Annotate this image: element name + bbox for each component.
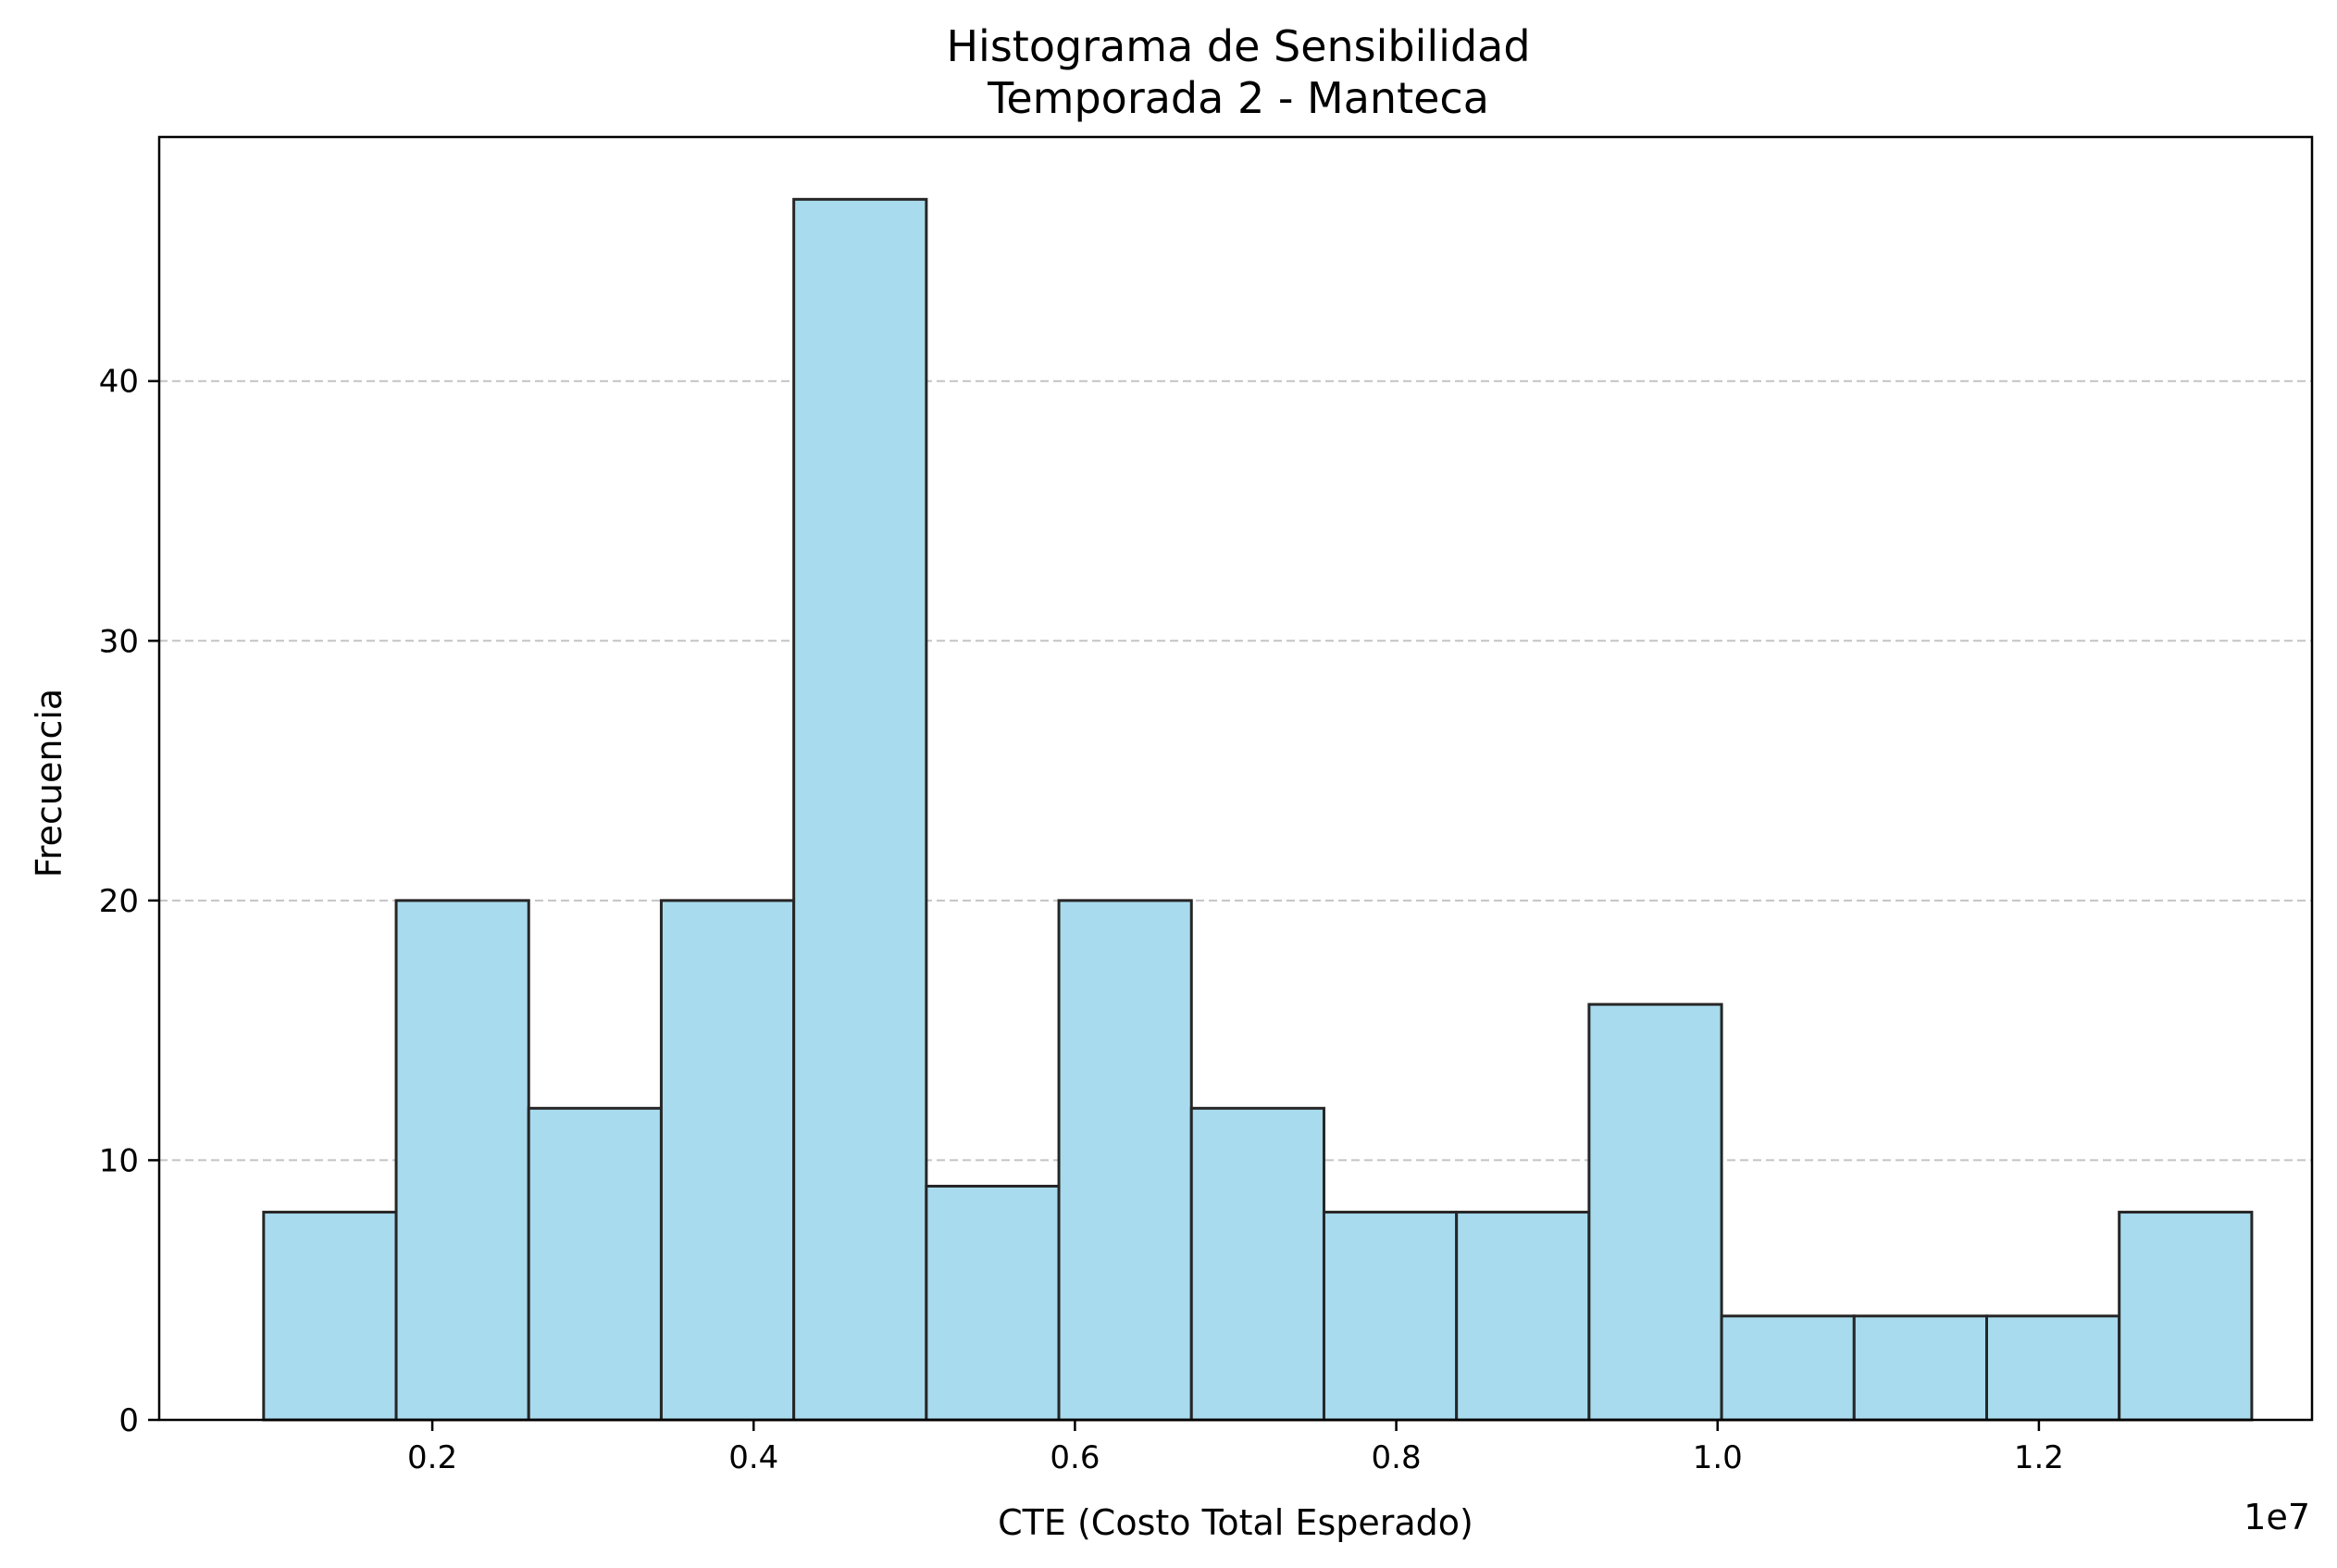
x-tick-label: 1.2 <box>2014 1439 2064 1476</box>
y-tick-label: 20 <box>99 883 139 920</box>
histogram-bar <box>527 1106 663 1422</box>
y-tick-label: 10 <box>99 1142 139 1179</box>
y-tick-label: 30 <box>99 623 139 660</box>
histogram-bar <box>1057 899 1193 1422</box>
histogram-bar <box>792 197 928 1422</box>
y-axis-ticks: 0 10 20 30 40 <box>99 364 159 1439</box>
x-tick-label: 0.4 <box>728 1439 778 1476</box>
histogram-bar <box>394 899 530 1422</box>
histogram-bar <box>262 1211 398 1422</box>
x-tick-label: 0.6 <box>1050 1439 1100 1476</box>
histogram-bars <box>262 197 2254 1422</box>
x-tick-label: 0.8 <box>1372 1439 1422 1476</box>
histogram-bar <box>1587 1002 1723 1422</box>
x-axis-ticks: 0.2 0.4 0.6 0.8 1.0 1.2 <box>407 1420 2064 1476</box>
histogram-bar <box>1322 1211 1459 1422</box>
chart-subtitle: Temporada 2 - Manteca <box>987 73 1489 123</box>
x-axis-offset-label: 1e7 <box>2244 1497 2310 1537</box>
x-axis-label: CTE (Costo Total Esperado) <box>998 1502 1473 1543</box>
histogram-bar <box>2118 1211 2254 1422</box>
histogram-bar <box>1852 1314 1988 1422</box>
histogram-bar <box>1189 1106 1325 1422</box>
y-axis-label: Frecuencia <box>29 689 69 877</box>
x-tick-label: 1.0 <box>1693 1439 1743 1476</box>
y-tick-label: 0 <box>118 1402 139 1439</box>
y-tick-label: 40 <box>99 364 139 401</box>
histogram-bar <box>1720 1314 1856 1422</box>
histogram-bar <box>1984 1314 2121 1422</box>
plot-frame <box>157 135 2314 1422</box>
histogram-bar <box>1455 1211 1591 1422</box>
histogram-bar <box>659 899 796 1422</box>
x-tick-label: 0.2 <box>407 1439 457 1476</box>
chart-title: Histograma de Sensibilidad <box>946 21 1530 71</box>
histogram-bar <box>925 1184 1061 1422</box>
